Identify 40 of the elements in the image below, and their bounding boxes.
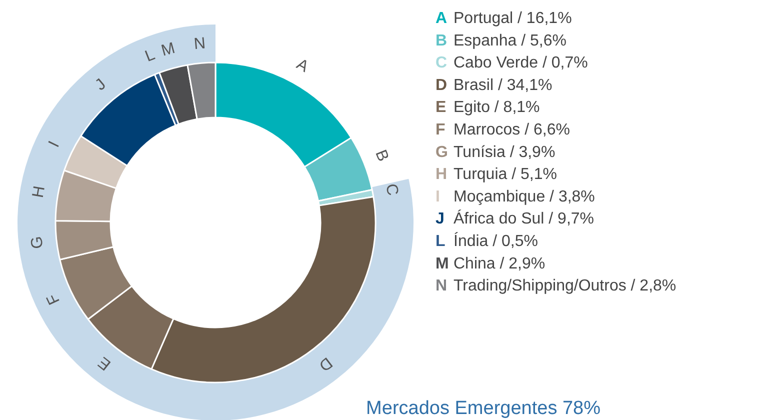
text: Trading/Shipping/Outros / 2,8% (454, 278, 676, 295)
text: Marrocos / 6,6% (454, 122, 570, 138)
slice-label: B (372, 148, 392, 164)
text: Espanha / 5,6% (454, 32, 566, 50)
slice-label: H (30, 184, 48, 200)
category-label: L (436, 233, 446, 250)
slice-label: C (382, 182, 401, 197)
slice-label: E (95, 353, 114, 374)
text: Portugal / 16,1% (454, 10, 572, 27)
text: África do Sul / 9,7% (454, 210, 594, 228)
slice-label: N (193, 35, 206, 54)
text: D (436, 76, 448, 94)
slice-label: F (44, 290, 64, 308)
category-label: I (436, 188, 440, 206)
slice-label: A (294, 56, 312, 76)
text: Tunísia / 3,9% (454, 144, 556, 161)
text: Cabo Verde / 0,7% (454, 54, 588, 72)
slice-label: D (316, 354, 336, 374)
category-label: A (436, 10, 448, 27)
text: China / 2,9% (454, 255, 546, 272)
category-label: H (436, 166, 448, 184)
category-label: M (436, 255, 449, 272)
slice-label: L (142, 46, 158, 66)
text: Egito / 8,1% (454, 99, 540, 116)
slice-label: G (28, 235, 47, 250)
category-label: J (436, 210, 444, 228)
text: Índia / 0,5% (454, 232, 538, 250)
category-label: C (436, 54, 448, 72)
text: Brasil / 34,1% (454, 76, 552, 94)
category-label: E (436, 99, 446, 116)
text: N (436, 278, 448, 295)
category-label: F (436, 122, 446, 138)
slice-label: M (160, 40, 177, 60)
text: Mercados Emergentes 78% (366, 398, 601, 419)
category-label: G (436, 144, 448, 161)
slice-label: J (92, 76, 110, 94)
text: Turquia / 5,1% (454, 166, 557, 184)
text: Moçambique / 3,8% (454, 188, 595, 206)
category-label: B (436, 32, 448, 50)
slice-label: I (46, 138, 64, 150)
